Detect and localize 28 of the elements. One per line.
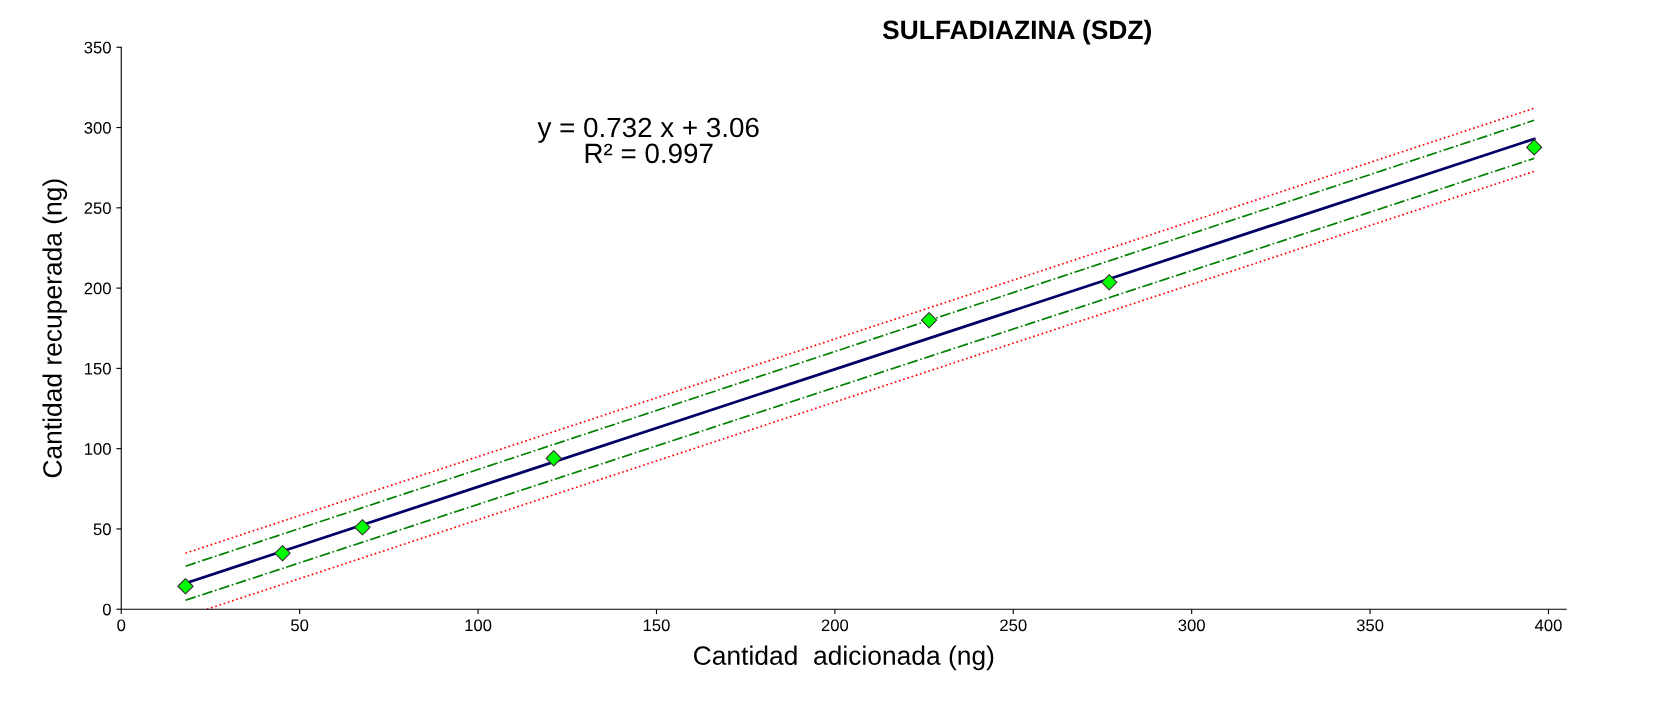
- point: [1101, 274, 1118, 291]
- x-tick-label: 400: [1534, 619, 1562, 632]
- y-tick-label: 100: [85, 443, 111, 455]
- y-tick-label: 300: [84, 121, 111, 134]
- y-tick-label: 350: [84, 41, 111, 54]
- x-axis-title: Cantidad adicionada (ng): [694, 645, 994, 671]
- point: [354, 519, 371, 536]
- x-tick-label: 100: [465, 619, 492, 632]
- y-axis-title: Cantidad recuperada (ng): [42, 179, 68, 478]
- y-tick-label: 250: [84, 202, 111, 215]
- y-tick-label: 50: [93, 523, 111, 536]
- point: [177, 578, 194, 595]
- x-tick-label: 350: [1356, 619, 1384, 632]
- y-tick-label: 0: [102, 603, 111, 616]
- point: [274, 545, 291, 562]
- x-tick-label: 200: [821, 619, 849, 632]
- x-tick-label: 0: [117, 619, 126, 632]
- x-tick-label: 250: [1000, 619, 1027, 632]
- chart-title: SULFADIAZINA (SDZ): [882, 19, 1151, 45]
- y-tick-label: 200: [84, 282, 111, 295]
- point: [920, 312, 938, 329]
- y-tick-label: 150: [85, 362, 111, 375]
- annotation: y = 0.732 x + 3.06 R² = 0.997: [537, 117, 759, 164]
- x-tick-label: 50: [291, 619, 309, 632]
- x-tick-label: 300: [1178, 619, 1205, 632]
- point: [545, 450, 562, 467]
- x-tick-label: 150: [643, 619, 670, 632]
- point: [1526, 139, 1543, 156]
